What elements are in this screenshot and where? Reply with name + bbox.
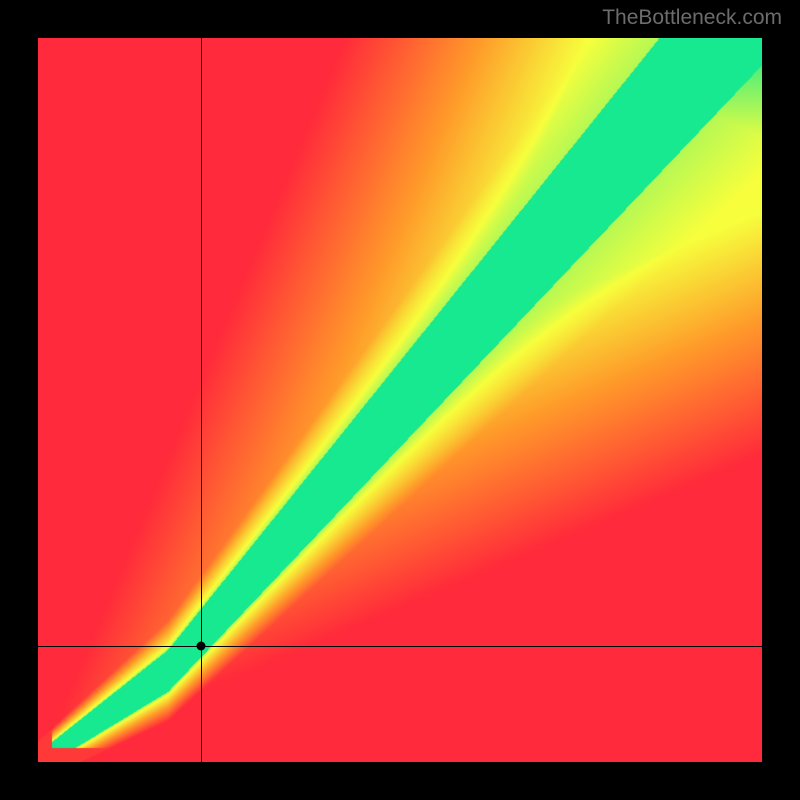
crosshair-vertical	[201, 38, 202, 762]
heatmap-canvas	[38, 38, 762, 762]
crosshair-marker	[196, 642, 205, 651]
watermark-text: TheBottleneck.com	[602, 6, 782, 30]
crosshair-horizontal	[38, 646, 762, 647]
heatmap-plot	[38, 38, 762, 762]
